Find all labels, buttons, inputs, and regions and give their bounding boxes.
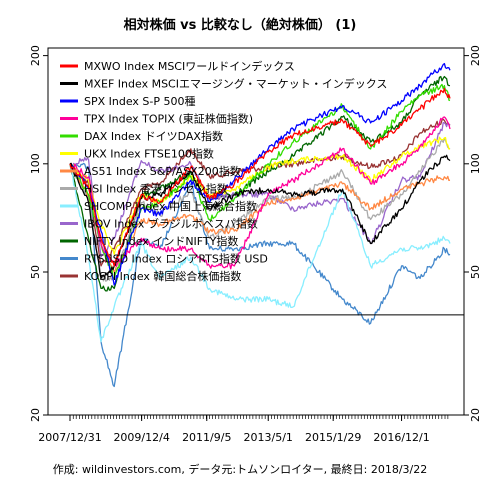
legend-entry: SPX Index S-P 500種: [84, 94, 196, 108]
legend-entry: SHCOMP Index 中国上海総合指数: [84, 199, 257, 213]
plot-layer: [48, 62, 464, 388]
legend-entry: UKX Index FTSE100指数: [84, 147, 214, 161]
axis-layer: 20 20 50 50 100 100 200 200 2007/12/31 2009/12/4 2…: [29, 45, 480, 444]
series-line: [69, 87, 451, 267]
series-line: [69, 163, 451, 343]
y-tick-label-left: 200: [29, 45, 42, 66]
series-line: [69, 118, 451, 267]
x-tick-label: 2007/12/31: [38, 431, 101, 444]
series-line: [69, 136, 451, 255]
y-tick-label-left: 50: [29, 265, 42, 279]
legend: MXWO Index MSCIワールドインデックス MXEF Index MSCI…: [60, 59, 387, 283]
chart-title: 相対株価 vs 比較なし（絶対株価） (1): [124, 17, 357, 33]
x-tick-label: 2016/12/1: [373, 431, 429, 444]
legend-entry: IBOV Index ブラジルボベスパ指数: [84, 217, 258, 231]
x-tick-label: 2009/12/4: [113, 431, 169, 444]
y-tick-label-right: 100: [469, 153, 480, 174]
y-tick-label-right: 50: [469, 265, 480, 279]
y-tick-label-right: 20: [469, 408, 480, 422]
series-line: [69, 137, 451, 282]
y-tick-label-left: 20: [29, 408, 42, 422]
legend-entry: TPX Index TOPIX (東証株価指数): [83, 112, 253, 126]
legend-entry: RTSUSD Index ロシアRTS指数 USD: [84, 252, 268, 266]
legend-entry: MXWO Index MSCIワールドインデックス: [84, 59, 295, 73]
legend-entry: HSI Index 香港ハンセン指数: [84, 182, 228, 196]
x-tick-label: 2011/9/5: [182, 431, 231, 444]
legend-entry: DAX Index ドイツDAX指数: [84, 129, 223, 143]
y-tick-label-left: 100: [29, 153, 42, 174]
series-line: [69, 162, 451, 388]
series-line: [69, 62, 451, 286]
chart-footer: 作成: wildinvestors.com, データ元:トムソンロイター, 最終…: [53, 462, 427, 476]
y-tick-label-right: 200: [469, 45, 480, 66]
series-line: [69, 116, 451, 270]
legend-entry: KOSPI Index 韓国総合株価指数: [84, 269, 241, 283]
x-tick-label: 2015/1/29: [305, 431, 361, 444]
legend-entry: NIFTY Index インドNIFTY指数: [84, 234, 238, 248]
x-tick-label: 2013/5/1: [244, 431, 293, 444]
legend-entry: AS51 Index S&P/ASX200指数: [84, 164, 241, 178]
legend-entry: MXEF Index MSCIエマージング・マーケット・インデックス: [84, 77, 387, 91]
series-line: [69, 121, 451, 258]
